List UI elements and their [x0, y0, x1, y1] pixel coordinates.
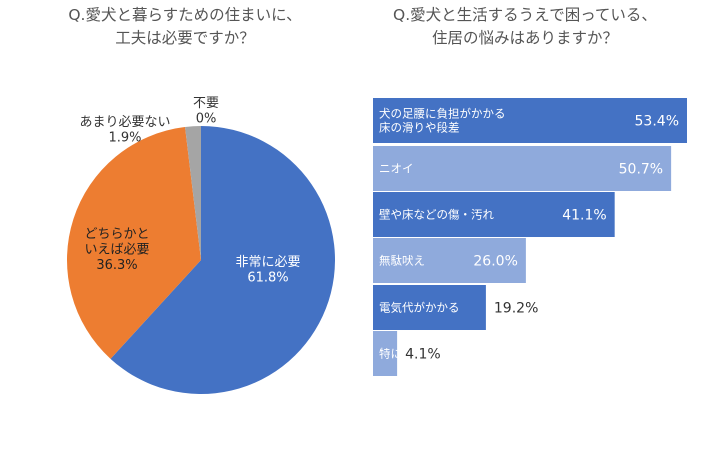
pie-slice-2: [185, 126, 201, 260]
pie-value-1: 36.3%: [96, 258, 137, 273]
bar-category-5: 特にない: [379, 347, 425, 361]
pie-label-2: あまり必要ない: [79, 115, 170, 130]
bar-2: [373, 192, 615, 237]
bar-value-3: 26.0%: [473, 254, 517, 270]
pie-value-0: 61.8%: [247, 271, 288, 286]
bar-3: [373, 238, 526, 283]
bar-category-0: 犬の足腰に負担がかかる床の滑りや段差: [379, 107, 506, 135]
pie-label-1: どちらかといえば必要: [84, 227, 149, 258]
bar-category-4: 電気代がかかる: [379, 301, 460, 315]
bar-value-1: 50.7%: [619, 162, 663, 178]
bar-chart-title: Q.愛犬と生活するうえで困っている、 住居の悩みはありますか？: [393, 6, 657, 47]
pie-value-2: 1.9%: [108, 131, 141, 146]
bar-value-2: 41.1%: [562, 208, 606, 224]
bar-category-3: 無駄吠え: [379, 254, 425, 268]
pie-label-3: 不要: [193, 96, 219, 111]
bar-5: [373, 331, 398, 376]
bar-value-4: 19.2%: [494, 301, 538, 317]
pie-slice-1: [66, 126, 201, 359]
bar-category-1: ニオイ: [379, 162, 414, 176]
pie-label-0: 非常に必要: [235, 255, 300, 270]
pie-slice-0: [110, 126, 336, 394]
bar-category-2: 壁や床などの傷・汚れ: [379, 208, 494, 222]
pie-value-3: 0%: [196, 112, 217, 127]
bar-0: [373, 98, 687, 143]
bar-4: [373, 285, 486, 330]
bar-value-0: 53.4%: [635, 114, 679, 130]
pie-chart-title: Q.愛犬と暮らすための住まいに、 工夫は必要ですか？: [68, 6, 302, 47]
bar-1: [373, 146, 672, 191]
bar-value-5: 4.1%: [405, 347, 441, 363]
